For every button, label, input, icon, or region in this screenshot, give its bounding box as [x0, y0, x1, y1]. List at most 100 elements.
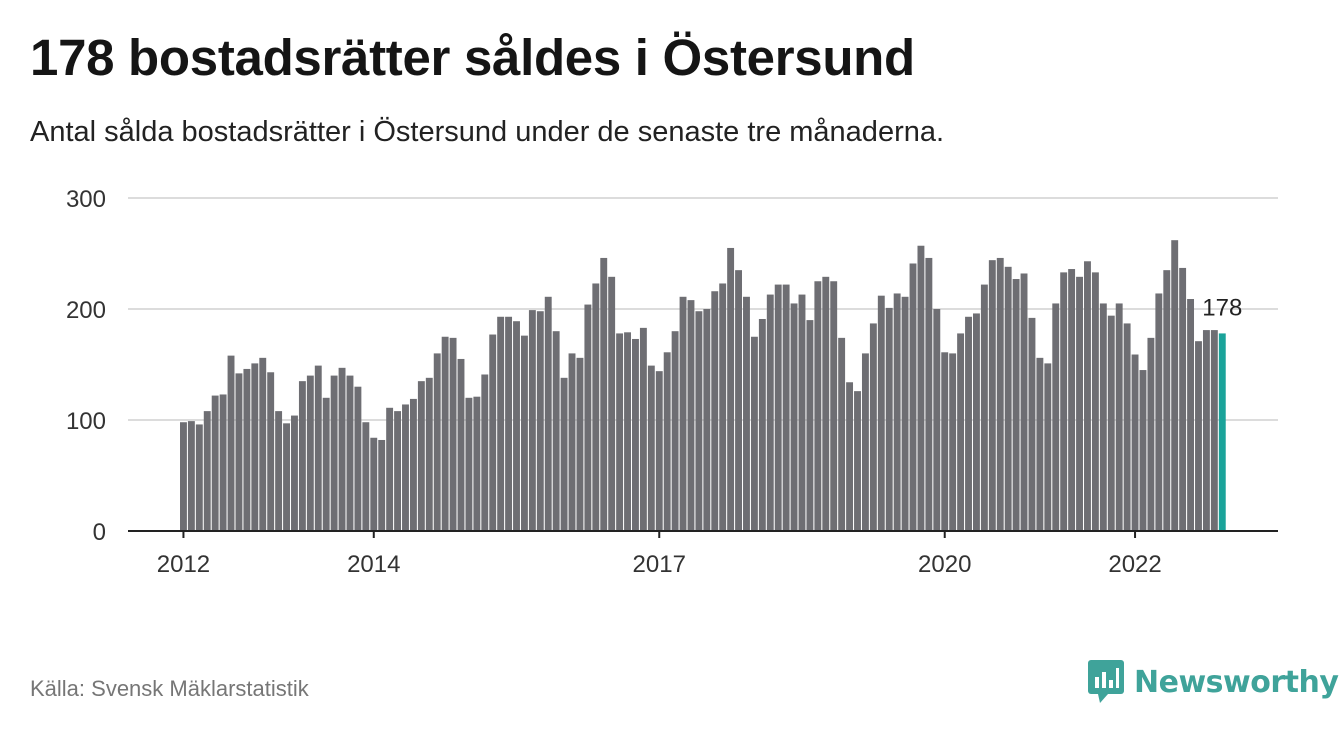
bar — [394, 411, 402, 531]
bar — [758, 318, 766, 531]
bar — [409, 398, 417, 531]
bar — [1195, 341, 1202, 531]
bar — [1004, 266, 1012, 531]
bar — [766, 294, 774, 531]
bar — [505, 316, 513, 531]
bar — [1091, 272, 1099, 531]
bar — [893, 293, 901, 531]
bar — [417, 381, 425, 531]
y-axis-ticks: 0 100 200 300 — [66, 186, 106, 546]
bar — [1099, 303, 1107, 531]
bar — [536, 311, 544, 531]
y-tick-label: 100 — [66, 408, 106, 435]
bar — [679, 296, 687, 531]
bar — [973, 313, 980, 531]
bar — [441, 336, 449, 531]
bar — [1012, 279, 1020, 531]
bar — [1036, 357, 1044, 531]
bar — [949, 353, 957, 531]
bar — [727, 247, 735, 531]
bar — [703, 309, 711, 531]
chart-title: 178 bostadsrätter såldes i Östersund — [30, 29, 915, 86]
bar — [1044, 363, 1052, 531]
bar — [735, 270, 742, 531]
bar — [449, 337, 457, 531]
bar — [1155, 293, 1163, 531]
bar — [925, 257, 933, 531]
bar — [528, 310, 536, 531]
bar — [743, 296, 750, 531]
bar — [1139, 370, 1147, 531]
bar — [616, 333, 624, 531]
bar — [489, 334, 497, 531]
bar — [243, 368, 251, 531]
bar — [180, 422, 187, 531]
bar — [719, 283, 727, 531]
bar — [306, 375, 314, 531]
x-tick-label: 2017 — [633, 551, 686, 578]
bar — [798, 294, 806, 531]
bar — [1052, 303, 1060, 531]
bar — [965, 316, 972, 531]
bar — [861, 353, 869, 531]
bar — [576, 357, 584, 531]
bar — [465, 397, 473, 531]
y-tick-label: 300 — [66, 186, 106, 213]
bar — [1123, 323, 1131, 531]
newsworthy-chart-logo-icon — [1088, 660, 1124, 703]
bar — [235, 373, 243, 531]
bar — [481, 374, 489, 531]
bar — [1028, 317, 1036, 531]
bar — [711, 291, 719, 531]
bar — [624, 332, 631, 531]
bar — [520, 335, 528, 531]
bar — [291, 415, 298, 531]
bar — [1171, 240, 1179, 531]
bar — [251, 363, 259, 531]
bar — [1060, 272, 1068, 531]
bar — [1131, 354, 1139, 531]
bar — [885, 307, 893, 531]
bar — [869, 323, 877, 531]
bar — [600, 257, 608, 531]
bar — [814, 281, 822, 531]
bar — [909, 263, 917, 531]
bar — [1115, 303, 1123, 531]
bar — [980, 284, 988, 531]
brand-logo: Newsworthy — [1088, 660, 1339, 704]
bar — [298, 381, 306, 531]
bar — [655, 371, 663, 531]
bar — [314, 365, 322, 531]
bar — [901, 296, 909, 531]
bar — [473, 396, 481, 531]
bar — [219, 394, 227, 531]
bar — [425, 377, 433, 531]
bar — [846, 382, 854, 531]
bar — [1163, 270, 1171, 531]
bar — [806, 320, 814, 531]
bar — [259, 357, 267, 531]
bar — [1076, 276, 1083, 531]
bar — [203, 411, 211, 531]
bar — [782, 284, 790, 531]
x-tick-label: 2012 — [157, 551, 210, 578]
bar — [933, 309, 941, 531]
bar — [647, 365, 655, 531]
bar — [346, 375, 354, 531]
bar — [1179, 267, 1187, 531]
bar — [544, 296, 552, 531]
bar — [1084, 261, 1091, 531]
bar — [370, 437, 378, 531]
bar — [362, 422, 370, 531]
bar — [1202, 330, 1210, 531]
bar — [822, 276, 830, 531]
bar — [354, 386, 362, 531]
bar — [687, 300, 695, 531]
bar — [552, 331, 560, 531]
bar — [267, 372, 275, 531]
bar — [584, 304, 592, 531]
bar — [996, 257, 1004, 531]
bar — [195, 424, 203, 531]
highlight-value-label: 178 — [1202, 294, 1242, 321]
bar — [877, 295, 885, 531]
